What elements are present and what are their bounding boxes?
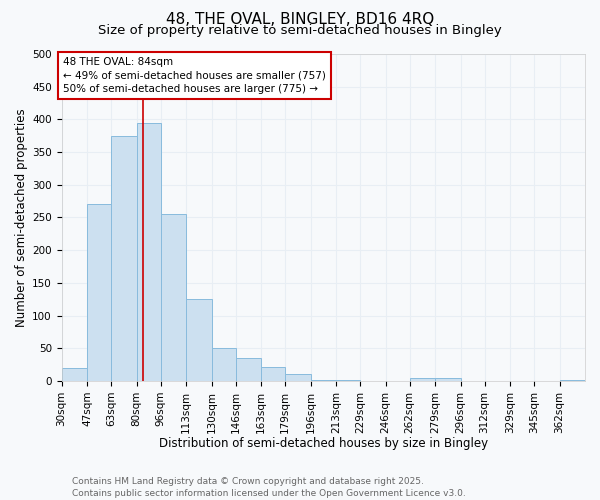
Y-axis label: Number of semi-detached properties: Number of semi-detached properties <box>15 108 28 327</box>
Bar <box>236 358 261 381</box>
Bar <box>285 374 311 381</box>
X-axis label: Distribution of semi-detached houses by size in Bingley: Distribution of semi-detached houses by … <box>159 437 488 450</box>
Bar <box>111 136 137 381</box>
Bar <box>87 204 111 381</box>
Bar <box>560 380 585 381</box>
Bar <box>186 299 212 381</box>
Bar <box>336 380 360 381</box>
Text: 48, THE OVAL, BINGLEY, BD16 4RQ: 48, THE OVAL, BINGLEY, BD16 4RQ <box>166 12 434 28</box>
Bar <box>261 366 285 381</box>
Bar <box>311 380 336 381</box>
Text: Contains HM Land Registry data © Crown copyright and database right 2025.
Contai: Contains HM Land Registry data © Crown c… <box>72 476 466 498</box>
Bar <box>410 378 435 381</box>
Text: 48 THE OVAL: 84sqm
← 49% of semi-detached houses are smaller (757)
50% of semi-d: 48 THE OVAL: 84sqm ← 49% of semi-detache… <box>63 58 326 94</box>
Bar <box>62 368 87 381</box>
Bar <box>435 378 461 381</box>
Bar <box>161 214 186 381</box>
Bar <box>212 348 236 381</box>
Bar <box>137 122 161 381</box>
Text: Size of property relative to semi-detached houses in Bingley: Size of property relative to semi-detach… <box>98 24 502 37</box>
